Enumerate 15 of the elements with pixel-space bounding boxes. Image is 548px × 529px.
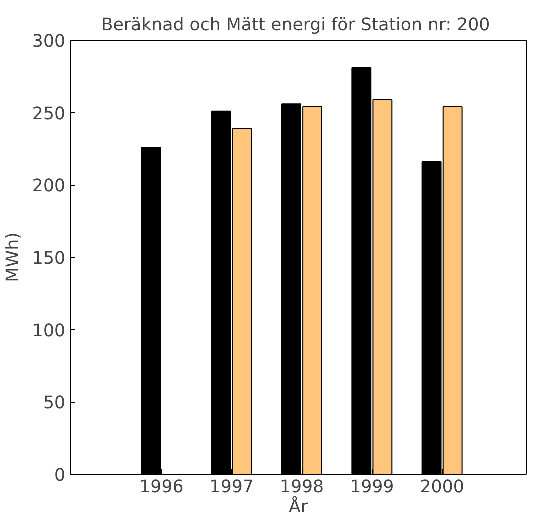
y-tick-label: 0 [54, 466, 66, 486]
x-tick-label: 1999 [350, 478, 394, 498]
x-tick-label: 1997 [210, 478, 254, 498]
x-tick-label: 1996 [140, 478, 184, 498]
y-tick-label: 50 [43, 394, 66, 414]
y-tick-label: 150 [32, 249, 66, 269]
y-tick-label: 100 [32, 321, 66, 342]
chart-title: Beräknad och Mätt energi för Station nr: 200 [101, 16, 490, 36]
y-tick-label: 300 [32, 32, 66, 52]
x-tick-label: 2000 [420, 478, 464, 498]
y-axis-title: MWh) [3, 232, 24, 282]
x-axis-title: År [289, 496, 309, 518]
y-tick-label: 250 [32, 104, 66, 124]
y-tick-label: 200 [32, 176, 66, 197]
x-tick-label: 1998 [280, 478, 324, 498]
